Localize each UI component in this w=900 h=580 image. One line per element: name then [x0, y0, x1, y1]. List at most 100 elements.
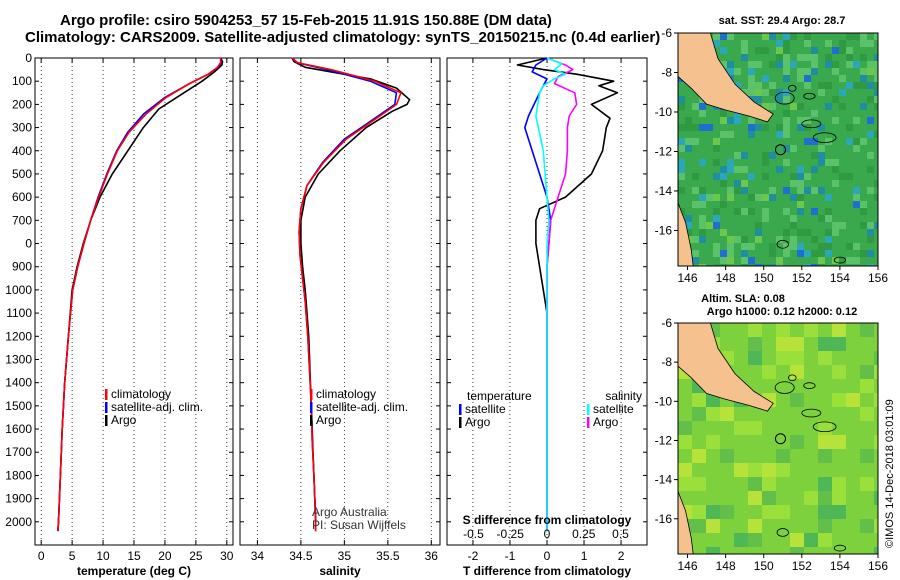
island-outline	[801, 119, 822, 129]
m-sst-cell	[825, 250, 832, 257]
m-sst-cell	[699, 236, 706, 243]
m-sst-cell	[769, 82, 776, 89]
salinity-xtick-label: 36	[425, 549, 439, 563]
salinity-xtick-label: 35.5	[376, 549, 400, 563]
m-sst-cell	[790, 243, 797, 250]
m-sst-cell	[762, 89, 769, 96]
m-sst-cell	[678, 166, 685, 173]
map-xtick-label: 150	[754, 559, 774, 573]
temperature-panel: 0 5 10 15 20 25 300100200300400500600700090010…	[5, 51, 234, 578]
difference-xtick-label: -1	[505, 549, 516, 563]
m-sla-cell	[776, 351, 790, 365]
m-sst-cell	[832, 222, 839, 229]
m-sst-cell	[720, 229, 727, 236]
m-sla-cell	[832, 477, 846, 491]
m-sla-cell	[832, 337, 846, 351]
m-sst-cell	[748, 82, 755, 89]
map-xtick-label: 150	[754, 271, 774, 285]
m-sst-cell	[699, 264, 706, 266]
m-sst-cell	[755, 236, 762, 243]
depth-tick-label: 200	[12, 97, 32, 111]
m-sst-cell	[741, 89, 748, 96]
sal-legend-label: satellite	[593, 402, 634, 416]
m-sst-cell	[804, 54, 811, 61]
m-sst-cell	[853, 145, 860, 152]
m-sla-cell	[706, 407, 720, 421]
m-sst-cell	[811, 236, 818, 243]
m-sst-cell	[818, 152, 825, 159]
m-sst-cell	[685, 222, 692, 229]
m-sst-cell	[804, 187, 811, 194]
m-sst-cell	[769, 187, 776, 194]
m-sst-cell	[867, 166, 874, 173]
m-sla-cell	[776, 337, 790, 351]
salinity-panel: 34 34.5 35 35.5 36 salinity climatologysatelli…	[239, 57, 441, 578]
m-sst-cell	[762, 47, 769, 54]
m-sst-cell	[832, 229, 839, 236]
credit-text: PI: Susan Wijffels	[312, 518, 406, 532]
m-sst-cell	[825, 138, 832, 145]
m-sst-cell	[832, 68, 839, 75]
m-sst-cell	[811, 166, 818, 173]
m-sst-cell	[867, 264, 874, 266]
depth-tick-label: 900	[12, 260, 32, 274]
salinity-xtick-label: 34	[251, 549, 265, 563]
m-sst-cell	[860, 138, 867, 145]
m-sst-cell	[790, 222, 797, 229]
m-sst-cell	[811, 138, 818, 145]
temperature-frame	[34, 57, 234, 546]
m-sst-cell	[797, 68, 804, 75]
m-sst-cell	[713, 145, 720, 152]
m-sst-cell	[818, 257, 825, 264]
m-sst-cell	[727, 117, 734, 124]
depth-tick-label: 1600	[5, 422, 32, 436]
temperature-legend-label: Argo	[111, 413, 137, 427]
m-sst-cell	[685, 138, 692, 145]
m-sst-cell	[825, 194, 832, 201]
m-sst-cell	[734, 180, 741, 187]
m-sst-cell	[776, 61, 783, 68]
m-sla-cell	[790, 365, 804, 379]
m-sla-cell	[790, 435, 804, 449]
m-sla-cell	[874, 351, 878, 365]
m-sst-cell	[790, 33, 797, 40]
difference-xtick-label: -2	[468, 549, 479, 563]
m-sla-cell	[734, 463, 748, 477]
m-sst-cell	[818, 250, 825, 257]
m-sst-cell	[699, 187, 706, 194]
m-sst-cell	[874, 68, 878, 75]
m-sst-cell	[692, 236, 699, 243]
m-sla-cell	[762, 491, 776, 505]
secondary-tick-label: -0.25	[497, 527, 525, 541]
m-sst-cell	[762, 152, 769, 159]
m-sst-cell	[797, 250, 804, 257]
m-sst-cell	[706, 222, 713, 229]
m-sst-cell	[720, 257, 727, 264]
m-sla-cell	[748, 463, 762, 477]
m-sst-cell	[783, 117, 790, 124]
m-sst-cell	[874, 96, 878, 103]
m-sst-cell	[783, 75, 790, 82]
island-outline	[776, 239, 789, 249]
map-ytick-label: -8	[661, 355, 672, 369]
m-sst-cell	[797, 173, 804, 180]
m-sla-cell	[818, 505, 832, 519]
m-sst-cell	[860, 33, 867, 40]
island-outline	[788, 84, 797, 92]
sla-map-title-line1: Altim. SLA: 0.08	[701, 293, 785, 305]
island-outline	[812, 421, 837, 433]
m-sst-cell	[741, 187, 748, 194]
m-sst-cell	[734, 117, 741, 124]
salinity-legend-marker	[310, 415, 313, 426]
temp-legend-label: Argo	[465, 415, 491, 429]
map-xtick-label: 146	[678, 271, 698, 285]
m-sst-cell	[867, 82, 874, 89]
m-sla-cell	[818, 533, 832, 547]
m-sst-cell	[832, 166, 839, 173]
m-sst-cell	[853, 33, 860, 40]
m-sst-cell	[741, 236, 748, 243]
m-sla-cell	[776, 323, 790, 337]
m-sst-cell	[811, 208, 818, 215]
m-sst-cell	[846, 47, 853, 54]
m-sla-cell	[790, 393, 804, 407]
